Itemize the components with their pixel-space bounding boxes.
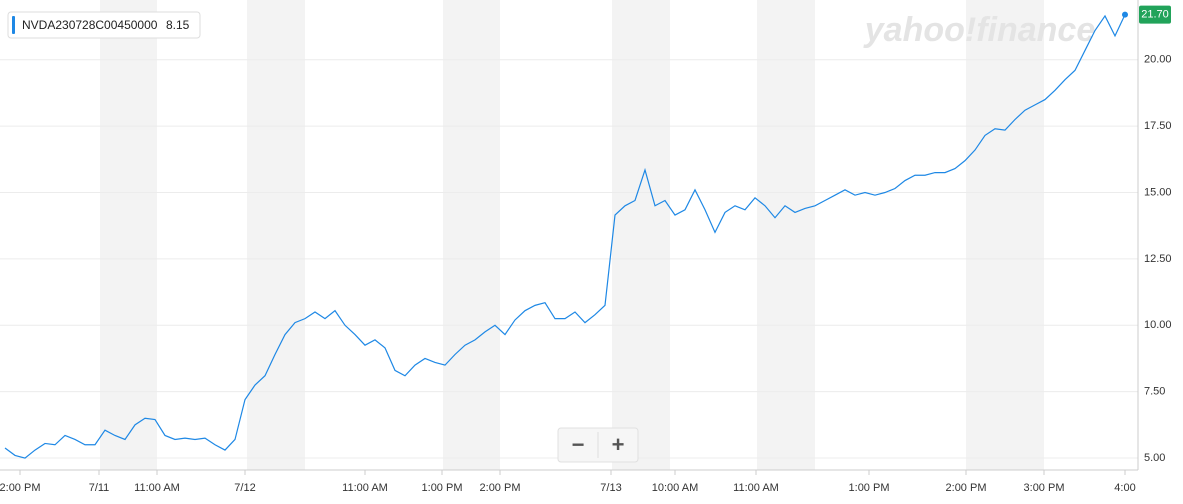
x-tick-label: 1:00 PM (849, 482, 890, 494)
band (612, 0, 670, 470)
x-tick-label: 10:00 AM (652, 482, 698, 494)
zoom-controls: − + (557, 427, 639, 463)
plot (4, 11, 1128, 459)
x-tick-label: 4:00 (1114, 482, 1135, 494)
x-tick-label: 11:00 AM (733, 482, 779, 494)
last-price-label: 21.70 (1141, 9, 1169, 21)
x-tick-label: 7/12 (234, 482, 255, 494)
x-tick-label: 2:00 PM (480, 482, 521, 494)
y-tick-label: 20.00 (1144, 54, 1172, 66)
band (247, 0, 305, 470)
zoom-out[interactable]: − (572, 432, 585, 457)
x-tick-label: 2:00 PM (0, 482, 40, 494)
price-line (4, 14, 1126, 459)
y-tick-label: 17.50 (1144, 120, 1172, 132)
last-price-tag (1139, 5, 1171, 24)
legend-name: NVDA230728C00450000 (22, 18, 158, 32)
x-tick-label: 7/11 (89, 482, 110, 494)
y-tick-label: 12.50 (1144, 253, 1172, 265)
y-tick-label: 7.50 (1144, 386, 1165, 398)
x-tick-label: 7/13 (600, 482, 621, 494)
legend: NVDA230728C00450000 8.15 (7, 11, 201, 39)
legend-box (7, 11, 201, 39)
zoom-in[interactable]: + (612, 432, 625, 457)
band (443, 0, 500, 470)
watermark: yahoo!finance (863, 11, 1095, 49)
last-point (1122, 11, 1128, 18)
x-tick-label: 2:00 PM (946, 482, 987, 494)
y-tick-label: 5.00 (1144, 452, 1165, 464)
band (100, 0, 157, 470)
x-tick-label: 11:00 AM (342, 482, 388, 494)
x-tick-label: 11:00 AM (134, 482, 180, 494)
y-tick-label: 15.00 (1144, 186, 1172, 198)
legend-swatch (12, 16, 15, 34)
y-tick-label: 10.00 (1144, 319, 1172, 331)
x-tick-label: 3:00 PM (1024, 482, 1065, 494)
band (757, 0, 815, 470)
x-tick-label: 1:00 PM (422, 482, 463, 494)
legend-value: 8.15 (166, 18, 190, 32)
band (966, 0, 1044, 470)
